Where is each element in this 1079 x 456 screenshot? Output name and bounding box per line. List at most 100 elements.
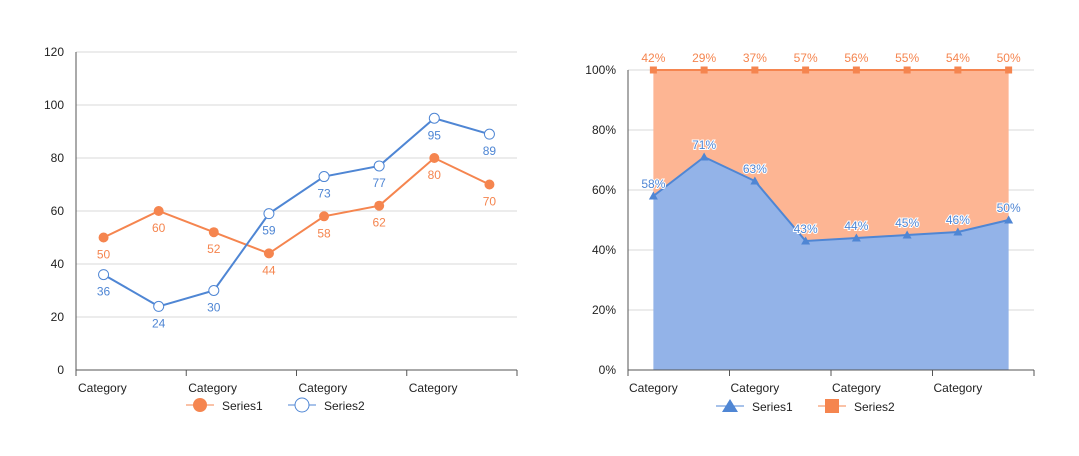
data-label: 63%	[743, 162, 767, 176]
legend-label: Series2	[324, 399, 365, 413]
legend: Series1 Series2	[716, 399, 895, 414]
data-point	[1004, 215, 1014, 224]
y-tick-label: 60	[51, 204, 65, 218]
data-label: 43%	[794, 222, 818, 236]
y-tick-label: 80	[51, 151, 65, 165]
data-label: 95	[428, 128, 442, 142]
data-label: 37%	[743, 51, 767, 65]
data-point	[801, 236, 811, 245]
data-point	[852, 66, 860, 74]
legend-label: Series2	[854, 400, 895, 414]
series-1: 58% 71% 63% 43% 44% 45% 46% 50%	[640, 137, 1022, 245]
data-label: 50%	[997, 51, 1021, 65]
data-label: 55%	[895, 51, 919, 65]
data-point	[851, 233, 861, 242]
line-chart: 0 20 40 60 80 100 120 Category Category Category C…	[44, 45, 518, 413]
data-point	[208, 227, 219, 238]
x-tick-label: Category	[188, 381, 237, 395]
data-label: 59	[262, 224, 276, 238]
legend-marker	[722, 399, 738, 412]
x-tick-label: Category	[409, 381, 458, 395]
data-point	[700, 66, 708, 74]
data-point	[699, 152, 709, 161]
data-label: 54%	[946, 51, 970, 65]
y-tick-label: 100	[44, 98, 64, 112]
y-tick-label: 20	[51, 310, 65, 324]
series-line	[652, 155, 1009, 243]
y-tick-label: 0	[57, 363, 64, 377]
data-point	[263, 208, 275, 220]
data-point	[318, 171, 330, 183]
data-label: 30	[207, 301, 221, 315]
data-label: 62	[373, 216, 387, 230]
series-2: 36 24 30 59 73 77 95 89	[97, 112, 497, 330]
data-point	[153, 300, 165, 312]
data-label: 71%	[692, 138, 716, 152]
data-label: 70	[483, 195, 497, 209]
x-tick-label: Category	[78, 381, 127, 395]
data-point	[484, 179, 495, 190]
data-label: 52	[207, 242, 221, 256]
data-label: 58	[317, 226, 331, 240]
data-point	[954, 66, 962, 74]
data-label: 77	[373, 176, 387, 190]
data-label: 44	[262, 263, 276, 277]
data-point	[902, 230, 912, 239]
data-label: 50%	[997, 201, 1021, 215]
y-tick-label: 120	[44, 45, 64, 59]
data-point	[429, 153, 440, 163]
data-point	[263, 248, 274, 259]
data-label: 89	[483, 144, 497, 158]
data-label: 46%	[946, 213, 970, 227]
data-point	[750, 176, 760, 185]
data-point	[373, 160, 385, 172]
y-tick-label: 100%	[585, 63, 616, 77]
x-tick-label: Category	[934, 381, 983, 395]
area-chart: 0% 20% 40% 60% 80% 100% Category Category Catego…	[585, 50, 1035, 414]
data-point	[903, 66, 911, 74]
data-label: 29%	[692, 51, 716, 65]
data-label: 44%	[844, 219, 868, 233]
y-tick-label: 40%	[592, 243, 616, 257]
y-tick-label: 80%	[592, 123, 616, 137]
data-label: 60	[152, 221, 166, 235]
x-tick-label: Category	[731, 381, 780, 395]
data-label: 56%	[844, 51, 868, 65]
legend-label: Series1	[222, 399, 263, 413]
data-label: 57%	[794, 51, 818, 65]
data-point	[751, 66, 759, 74]
legend-marker	[294, 397, 310, 413]
data-label: 36	[97, 285, 111, 299]
data-label: 58%	[641, 177, 665, 191]
legend-marker	[825, 399, 839, 413]
data-point	[98, 232, 109, 243]
data-label: 45%	[895, 216, 919, 230]
data-point	[208, 285, 220, 296]
series-2: 42% 29% 37% 57% 56% 55% 54% 50%	[640, 50, 1022, 74]
y-tick-label: 20%	[592, 303, 616, 317]
data-point	[953, 227, 963, 236]
y-tick-label: 40	[51, 257, 65, 271]
data-point	[319, 211, 330, 222]
data-point	[802, 66, 810, 74]
series-2-area	[653, 70, 1009, 241]
x-tick-label: Category	[629, 381, 678, 395]
series-line	[103, 117, 490, 308]
series-line	[103, 156, 490, 255]
x-tick-label: Category	[299, 381, 348, 395]
data-point	[153, 206, 164, 216]
data-point	[483, 128, 495, 140]
series-1-area	[653, 157, 1009, 370]
legend-label: Series1	[752, 400, 793, 414]
data-label: 42%	[641, 51, 665, 65]
data-label: 50	[97, 248, 111, 262]
data-point	[649, 66, 657, 74]
y-tick-label: 0%	[599, 363, 617, 377]
legend: Series1 Series2	[186, 397, 365, 413]
y-tick-label: 60%	[592, 183, 616, 197]
data-point	[648, 191, 658, 200]
data-label: 80	[428, 168, 442, 182]
data-label: 24	[152, 316, 166, 330]
data-point	[374, 200, 385, 211]
